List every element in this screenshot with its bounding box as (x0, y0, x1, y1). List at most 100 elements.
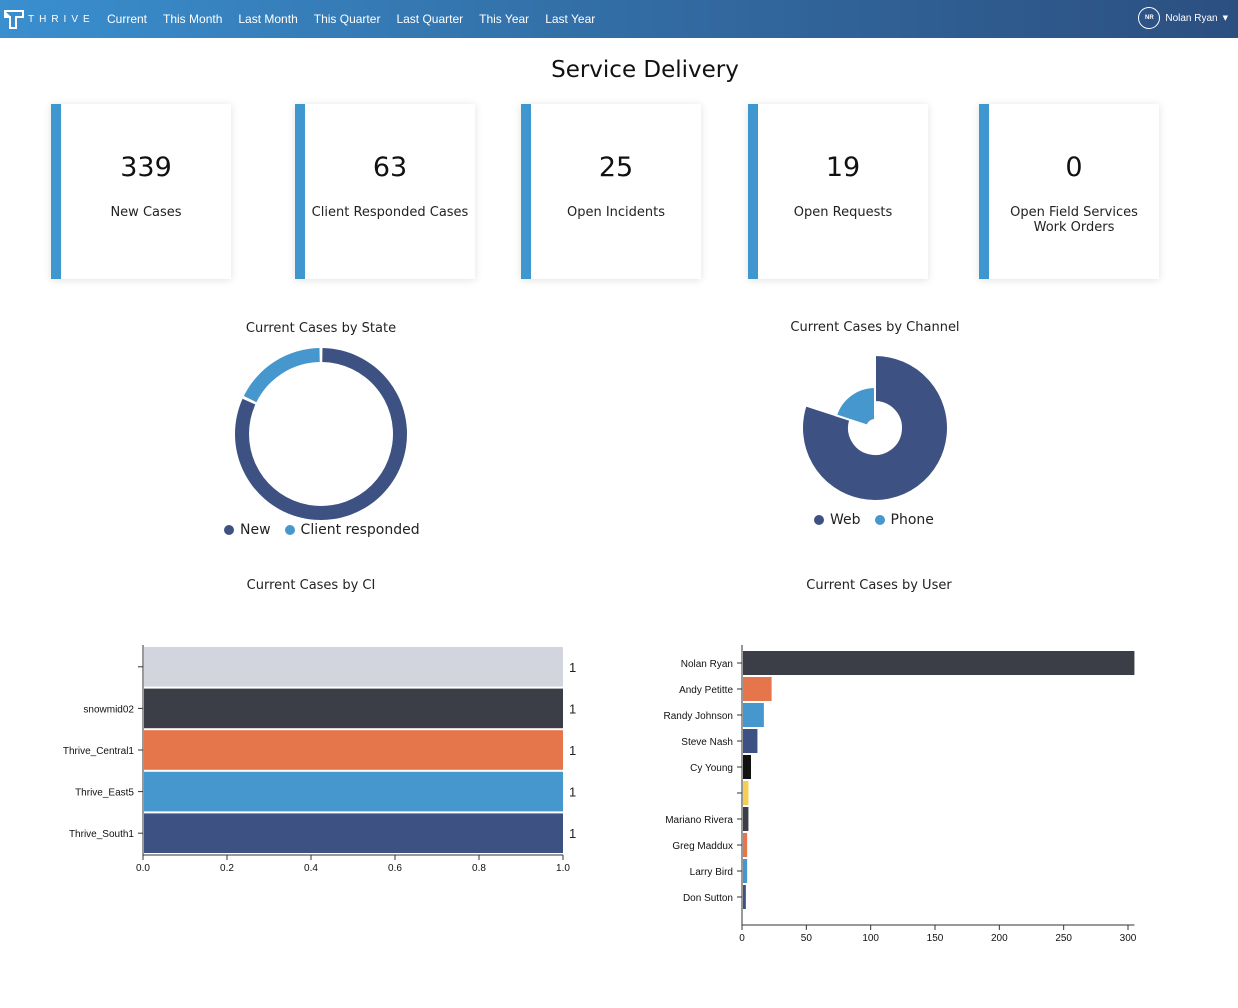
legend-channel: Web Phone (814, 512, 948, 528)
page-title: Service Delivery (551, 57, 739, 83)
chevron-down-icon[interactable]: ▼ (1222, 14, 1228, 22)
x-tick-label: 0 (739, 933, 745, 944)
bar[interactable] (743, 781, 749, 805)
bar[interactable] (743, 677, 772, 701)
kpi-value: 339 (120, 152, 172, 183)
bar-value-label: 1 (569, 701, 576, 716)
bar[interactable] (144, 688, 563, 729)
x-tick-label: 0.2 (220, 863, 234, 874)
kpi-card-open-requests[interactable]: 19 Open Requests (748, 104, 928, 279)
bar[interactable] (144, 771, 563, 812)
chart-title-state: Current Cases by State (245, 321, 397, 336)
y-tick-label: Steve Nash (681, 737, 733, 748)
x-tick-label: 0.4 (304, 863, 318, 874)
legend-item[interactable]: Client responded (284, 522, 420, 538)
chart-title-ci: Current Cases by CI (246, 578, 376, 593)
y-tick-label: Thrive_East5 (75, 788, 134, 799)
y-tick-label: Andy Petitte (679, 685, 733, 696)
bar[interactable] (743, 729, 758, 753)
x-tick-label: 0.8 (472, 863, 486, 874)
kpi-label: Open Field Services Work Orders (1010, 205, 1138, 235)
x-tick-label: 1.0 (556, 863, 570, 874)
legend-dot (284, 525, 295, 535)
user-name[interactable]: Nolan Ryan (1165, 12, 1218, 24)
x-tick-label: 100 (862, 933, 879, 944)
legend-label: Phone (890, 512, 934, 528)
chart-title-user: Current Cases by User (806, 578, 952, 593)
kpi-label: New Cases (110, 205, 182, 220)
y-tick-label: Cy Young (690, 763, 733, 774)
legend-item[interactable]: New (224, 522, 271, 538)
kpi-card-new-cases[interactable]: 339 New Cases (51, 104, 231, 279)
y-tick-label: Randy Johnson (664, 711, 734, 722)
y-tick-label: Don Sutton (683, 893, 733, 904)
bar-value-label: 1 (569, 826, 576, 841)
legend-dot (224, 525, 234, 535)
legend-label: New (240, 522, 271, 538)
top-navbar: THRIVE Current This Month Last Month Thi… (0, 0, 1238, 38)
x-tick-label: 0.6 (388, 863, 402, 874)
kpi-value: 63 (372, 152, 408, 183)
user-menu[interactable]: NR Nolan Ryan ▼ (1138, 7, 1228, 29)
nav-link-this-quarter[interactable]: This Quarter (313, 12, 381, 26)
pie-slice-client-responded[interactable] (243, 348, 320, 403)
cases-by-ci-chart: 1 snowmid02 1 Thrive_Central1 1 Thrive_East5 1… (63, 645, 576, 874)
nav-link-last-quarter[interactable]: Last Quarter (396, 12, 464, 26)
nav-link-this-month[interactable]: This Month (163, 12, 223, 26)
legend-dot (814, 515, 824, 525)
kpi-card-client-responded[interactable]: 63 Client Responded Cases (295, 104, 475, 279)
bar[interactable] (144, 730, 563, 770)
bar-value-label: 1 (569, 743, 576, 758)
bar[interactable] (743, 833, 748, 857)
nav-link-last-month[interactable]: Last Month (238, 12, 298, 26)
legend-dot (874, 515, 885, 525)
legend-state: New Client responded (224, 522, 434, 538)
bar[interactable] (743, 651, 1135, 675)
bar[interactable] (743, 859, 748, 883)
bar[interactable] (743, 885, 746, 909)
bar[interactable] (743, 755, 752, 779)
kpi-card-open-incidents[interactable]: 25 Open Incidents (521, 104, 701, 279)
kpi-label: Open Requests (793, 205, 893, 220)
y-tick-label: Nolan Ryan (681, 659, 733, 670)
y-tick-label: Thrive_South1 (69, 829, 134, 840)
pie-slice-phone[interactable] (834, 385, 876, 427)
chart-title-channel: Current Cases by Channel (790, 320, 960, 335)
bar[interactable] (743, 807, 749, 831)
x-tick-label: 0.0 (136, 863, 150, 874)
nav-link-last-year[interactable]: Last Year (545, 12, 596, 26)
bar-value-label: 1 (569, 660, 576, 675)
legend-label: Client responded (300, 522, 420, 538)
kpi-value: 25 (598, 152, 634, 183)
kpi-label: Open Incidents (566, 205, 666, 220)
bar[interactable] (144, 813, 563, 853)
time-range-nav: Current This Month Last Month This Quart… (107, 12, 611, 26)
kpi-value: 19 (825, 152, 861, 183)
x-tick-label: 50 (801, 933, 813, 944)
bar[interactable] (743, 703, 764, 727)
y-tick-label: Greg Maddux (672, 841, 733, 852)
x-tick-label: 250 (1055, 933, 1072, 944)
legend-item[interactable]: Phone (874, 512, 934, 528)
brand-logo[interactable]: THRIVE (3, 8, 107, 30)
kpi-value: 0 (1065, 152, 1083, 183)
cases-by-state-chart (234, 348, 407, 520)
bar-value-label: 1 (569, 785, 576, 800)
y-tick-label: snowmid02 (83, 704, 134, 715)
avatar[interactable]: NR (1138, 7, 1161, 29)
nav-link-current[interactable]: Current (107, 12, 148, 26)
bar[interactable] (144, 647, 563, 687)
cases-by-user-chart: Nolan Ryan Andy Petitte Randy Johnson Steve… (664, 645, 1137, 944)
legend-item[interactable]: Web (814, 512, 861, 528)
y-tick-label: Mariano Rivera (665, 815, 733, 826)
pie-slice-web[interactable] (801, 353, 949, 502)
brand-text: THRIVE (28, 13, 95, 25)
y-tick-label: Larry Bird (690, 867, 733, 878)
cases-by-channel-chart (801, 353, 949, 502)
y-tick-label: Thrive_Central1 (63, 746, 135, 757)
x-tick-label: 300 (1120, 933, 1137, 944)
x-tick-label: 150 (927, 933, 944, 944)
kpi-card-open-field-services[interactable]: 0 Open Field Services Work Orders (979, 104, 1159, 279)
thrive-logo-icon (4, 10, 24, 29)
nav-link-this-year[interactable]: This Year (479, 12, 530, 26)
